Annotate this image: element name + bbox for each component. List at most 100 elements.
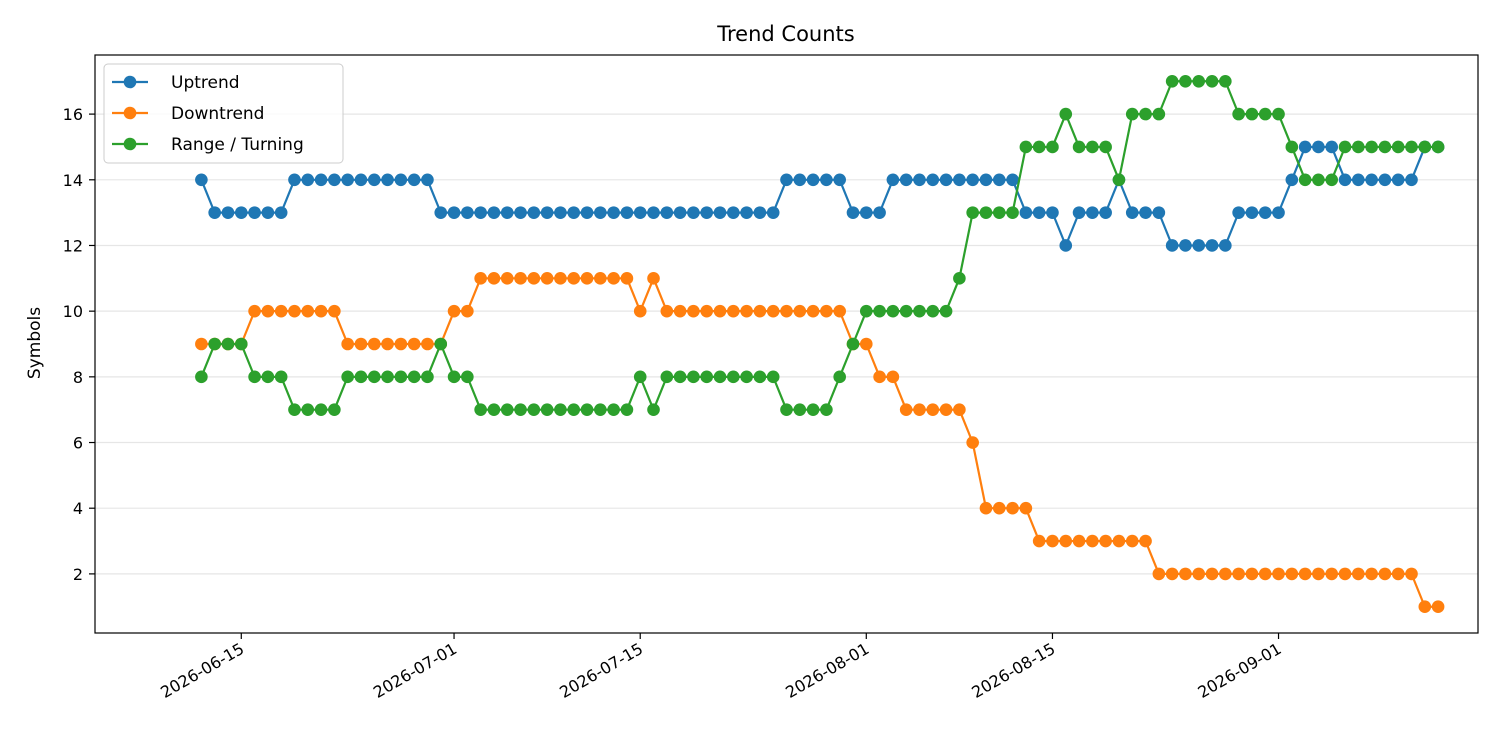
data-point [261,206,275,219]
data-point [913,403,926,416]
data-point [234,206,248,219]
data-point [328,304,341,318]
data-point [1192,239,1206,252]
data-point [500,403,514,416]
data-point [288,403,301,416]
data-point [527,272,541,285]
data-point [780,173,793,187]
data-point [1139,107,1152,121]
data-point [1032,534,1046,548]
data-point [886,304,900,318]
y-tick-label: 10 [63,302,83,321]
data-point [886,370,900,384]
data-point [394,370,408,384]
data-point [447,304,461,318]
data-point [1165,239,1179,252]
data-point [833,370,846,384]
data-point [953,272,966,285]
data-point [939,403,953,416]
data-point [833,173,846,187]
data-point [195,173,208,187]
y-axis: 2 4 6 8 10 12 14 16 [63,105,95,584]
data-point [766,304,780,318]
data-point [1152,107,1166,121]
data-point [1285,567,1299,581]
data-point [753,304,767,318]
data-point [780,304,793,318]
data-point [261,370,275,384]
data-point [1418,600,1432,614]
data-point [1125,534,1139,548]
data-point [208,206,221,219]
data-point [620,206,634,219]
data-point [341,337,354,351]
data-point [1192,74,1206,88]
data-point [1046,534,1059,548]
data-point [367,173,381,187]
data-point [992,173,1006,187]
data-point [514,206,527,219]
data-point [1298,173,1312,187]
data-point [766,206,780,219]
y-tick-label: 16 [63,105,83,124]
data-point [274,370,288,384]
data-point [1258,567,1272,581]
data-point [1325,173,1339,187]
data-point [474,403,487,416]
data-point [407,173,421,187]
data-point [288,173,301,187]
data-point [421,337,434,351]
data-point [727,304,740,318]
data-point [727,370,740,384]
data-point [820,403,833,416]
data-point [1352,140,1365,154]
data-point [1378,140,1392,154]
data-point [926,403,940,416]
data-point [567,206,581,219]
data-point [567,272,581,285]
data-point [713,370,727,384]
data-point [647,272,660,285]
data-point [407,337,421,351]
data-point [1258,107,1272,121]
data-point [673,304,687,318]
data-point [700,206,714,219]
data-point [554,206,567,219]
data-point [979,173,993,187]
data-point [633,206,647,219]
data-point [607,272,620,285]
data-point [1232,567,1245,581]
data-point [301,173,315,187]
series-line [200,145,1439,247]
data-point [1139,534,1152,548]
data-point [607,206,620,219]
data-point [580,403,594,416]
data-point [899,173,913,187]
data-point [1032,140,1046,154]
data-point [873,206,886,219]
data-point [394,173,408,187]
data-point [195,370,208,384]
data-point [1086,206,1099,219]
data-point [314,173,328,187]
data-point [288,304,301,318]
data-point [514,403,527,416]
data-point [820,304,833,318]
data-point [1165,567,1179,581]
data-point [992,206,1006,219]
data-point [500,272,514,285]
data-point [594,272,607,285]
data-point [1006,173,1019,187]
data-point [208,337,221,351]
data-point [1205,239,1219,252]
data-point [1059,534,1073,548]
data-point [301,304,315,318]
data-point [1219,74,1232,88]
legend-marker [123,137,137,151]
data-point [1312,173,1325,187]
data-point [461,370,474,384]
y-tick-label: 12 [63,236,83,255]
data-point [939,173,953,187]
data-point [248,206,261,219]
